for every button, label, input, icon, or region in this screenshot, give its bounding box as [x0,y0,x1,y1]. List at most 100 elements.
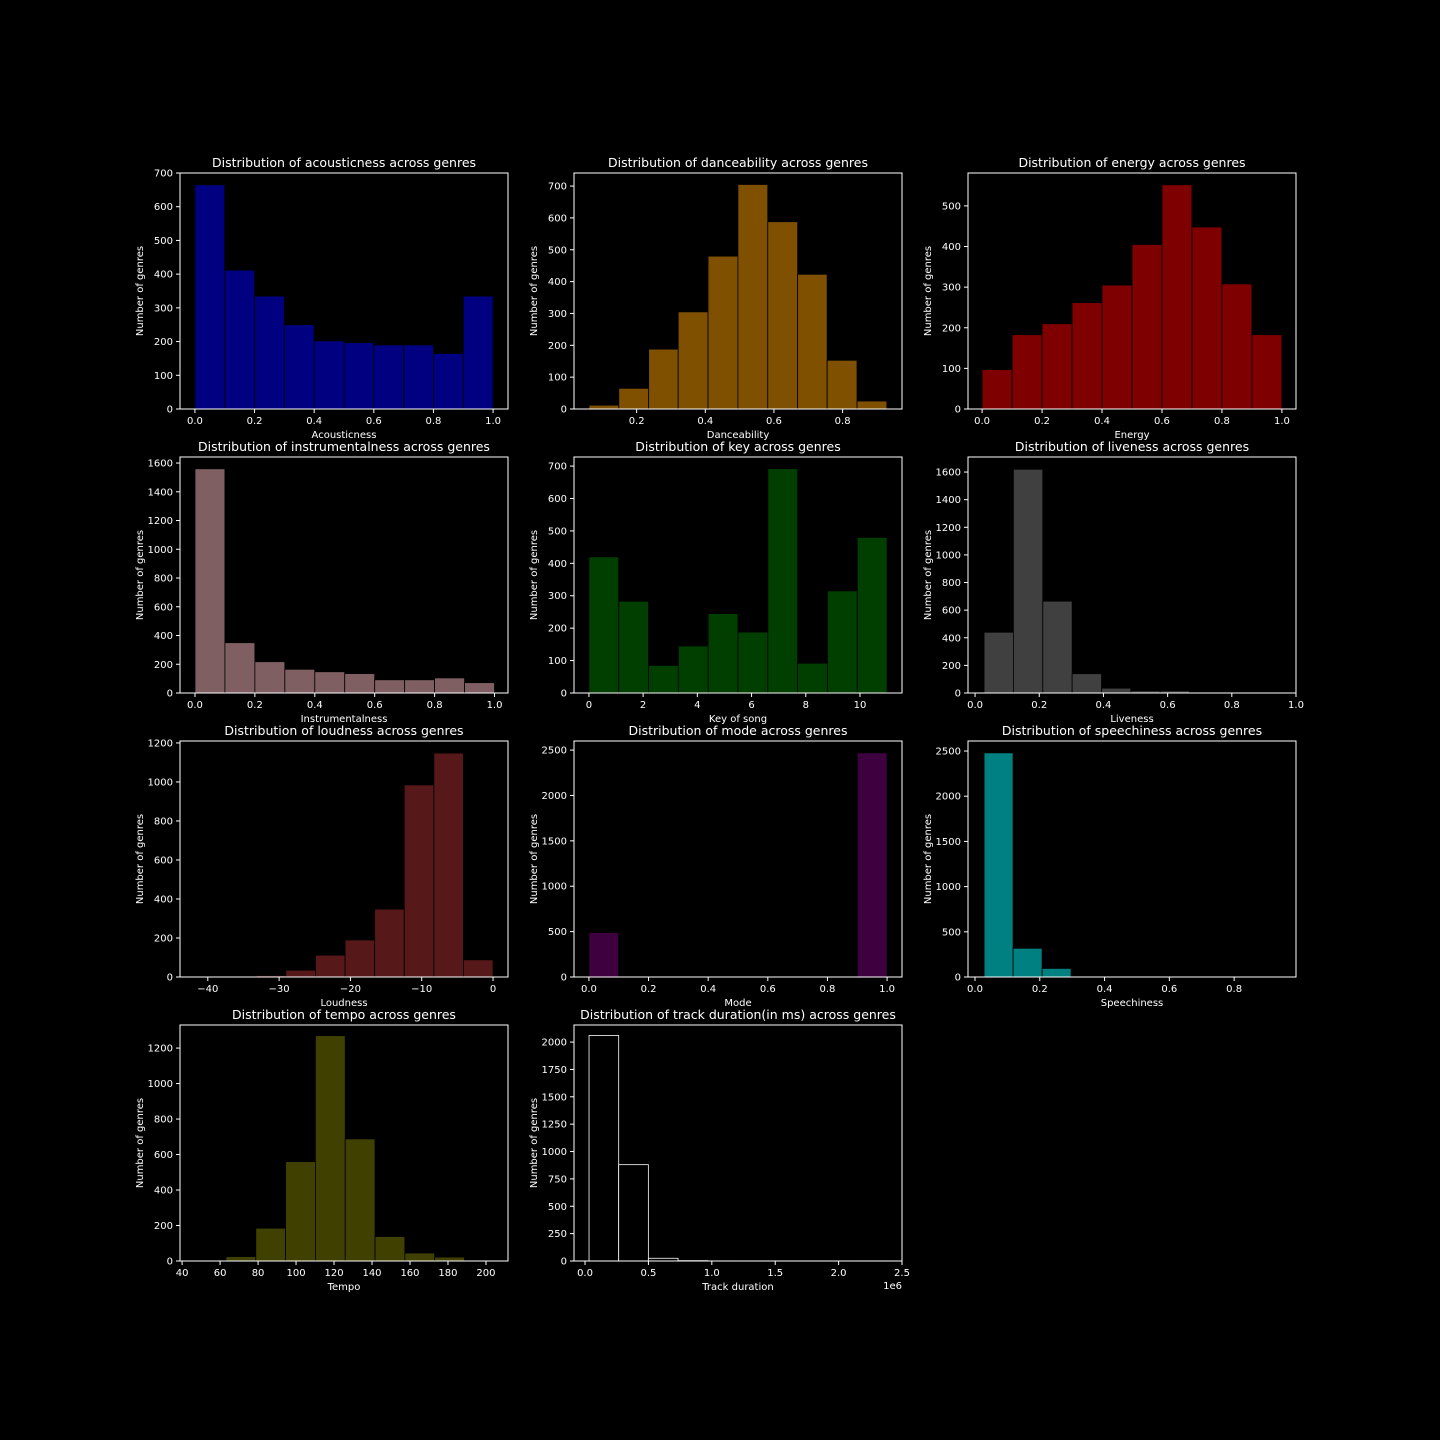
x-tick-label: 0.5 [640,1268,656,1279]
y-axis-label: Number of genres [529,246,540,336]
y-tick-label: 1500 [542,1092,567,1103]
bar [588,932,620,978]
y-tick-label: 200 [154,1221,173,1232]
x-tick-label: 1.0 [485,416,501,427]
x-tick-label: 0.8 [1226,984,1242,995]
axes-frame [179,456,509,694]
subplot-title: Distribution of acousticness across genr… [212,155,476,170]
subplot: 0.0 0.2 0.4 0.6 0.8 1.0 0 100 200 300 400 500 600 700… [135,155,509,441]
x-tick-label: 80 [252,1268,265,1279]
subplot-title: Distribution of tempo across genres [232,1007,456,1022]
bar [618,600,649,694]
x-tick-label: 0.0 [187,416,203,427]
subplot-title: Distribution of mode across genres [628,723,847,738]
axes-frame [573,1024,903,1262]
y-tick-label: 400 [942,242,961,253]
x-axis-label: Liveness [1110,714,1153,725]
bar [344,673,376,694]
bar [225,1256,257,1262]
x-tick-label: 0.2 [641,984,657,995]
x-tick-label: 10 [854,700,867,711]
bar [1071,673,1102,694]
bar [344,1138,376,1262]
y-tick-label: 0 [955,973,961,984]
bar [1042,600,1073,694]
y-tick-label: 0 [561,405,567,416]
axes-frame [179,172,509,410]
x-tick-label: 0.6 [1160,700,1176,711]
bar [618,387,650,410]
x-tick-label: 0.4 [1094,416,1110,427]
x-tick-label: 0.0 [967,984,983,995]
x-axis-label: Instrumentalness [301,714,388,725]
y-tick-label: 700 [548,462,567,473]
bar [737,184,769,410]
y-axis-label: Number of genres [923,814,934,904]
bar [284,668,316,694]
bar [677,311,709,410]
y-tick-label: 1000 [936,550,961,561]
y-tick-label: 300 [548,591,567,602]
bar [856,536,888,694]
subplot: 0.0 0.2 0.4 0.6 0.8 0 500 1000 1500 2000 2500 Distr… [923,723,1297,1009]
y-tick-label: 800 [154,1115,173,1126]
subplot-title: Distribution of track duration(in ms) ac… [580,1007,896,1022]
y-tick-label: 400 [154,270,173,281]
bar [343,342,375,410]
bar [588,556,620,694]
x-offset-label: 1e6 [883,1281,902,1292]
bar [463,959,494,978]
x-tick-label: 200 [476,1268,495,1279]
x-tick-label: 2.5 [894,1268,910,1279]
bar [315,1035,346,1262]
bar [314,671,346,694]
y-tick-label: 400 [154,1186,173,1197]
bar [707,613,739,694]
subplot: 0.0 0.2 0.4 0.6 0.8 1.0 0 200 400 600 800 1000 1200 1… [923,439,1304,725]
x-tick-label: 0.4 [306,416,322,427]
y-tick-label: 1250 [542,1120,567,1131]
y-tick-label: 400 [942,633,961,644]
y-tick-label: 400 [548,277,567,288]
bar [194,184,226,410]
y-tick-label: 700 [154,169,173,180]
x-tick-label: 0.6 [1161,984,1177,995]
y-tick-label: 1600 [936,468,961,479]
x-tick-label: 1.0 [1274,416,1290,427]
y-tick-label: 100 [942,364,961,375]
x-tick-label: 0.6 [766,416,782,427]
bar [374,908,405,978]
bar [404,679,436,694]
x-tick-label: 0.4 [307,700,323,711]
axes-frame [967,740,1297,978]
x-tick-label: 1.0 [879,984,895,995]
bar [648,665,679,694]
x-tick-label: 160 [400,1268,419,1279]
y-tick-label: 0 [561,1257,567,1268]
x-axis-label: Track duration [701,1282,773,1293]
x-tick-label: 180 [438,1268,457,1279]
y-tick-label: 750 [548,1174,567,1185]
y-axis-label: Number of genres [529,1098,540,1188]
y-tick-label: 0 [167,973,173,984]
bar [194,468,226,694]
y-tick-label: 1000 [936,882,961,893]
x-tick-label: 0.0 [577,1268,593,1279]
y-axis-label: Number of genres [135,246,146,336]
y-tick-label: 0 [167,689,173,700]
x-tick-label: 140 [362,1268,381,1279]
y-tick-label: 0 [561,973,567,984]
x-tick-label: −10 [411,984,432,995]
y-tick-label: 500 [548,245,567,256]
y-tick-label: 600 [154,602,173,613]
bar [315,954,346,978]
y-tick-label: 200 [942,661,961,672]
subplot-title: Distribution of liveness across genres [1015,439,1249,454]
bar [462,295,494,410]
y-tick-label: 600 [154,1150,173,1161]
bar [588,1035,620,1262]
x-axis-label: Danceability [707,430,770,441]
bar [983,631,1014,694]
bar [313,340,345,410]
